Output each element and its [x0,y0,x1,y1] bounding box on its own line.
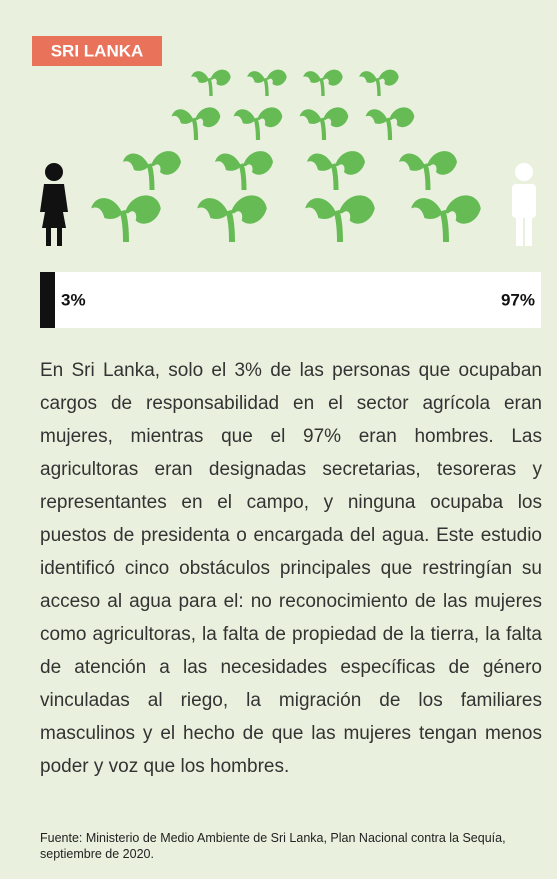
chart: SRI LANKA 3% 97% [32,36,541,328]
title-badge [32,36,162,66]
bar-segment [40,272,56,328]
body-text: En Sri Lanka, solo el 3% de las personas… [40,360,542,777]
man-icon [512,163,536,246]
source: Fuente: Ministerio de Medio Ambiente de … [40,831,506,861]
sprouts [91,67,481,242]
bar-segment [55,272,541,328]
value-label: 97% [501,290,535,309]
woman-icon [40,163,68,246]
value-label: 3% [61,290,86,309]
chart-title: SRI LANKA [51,41,144,60]
